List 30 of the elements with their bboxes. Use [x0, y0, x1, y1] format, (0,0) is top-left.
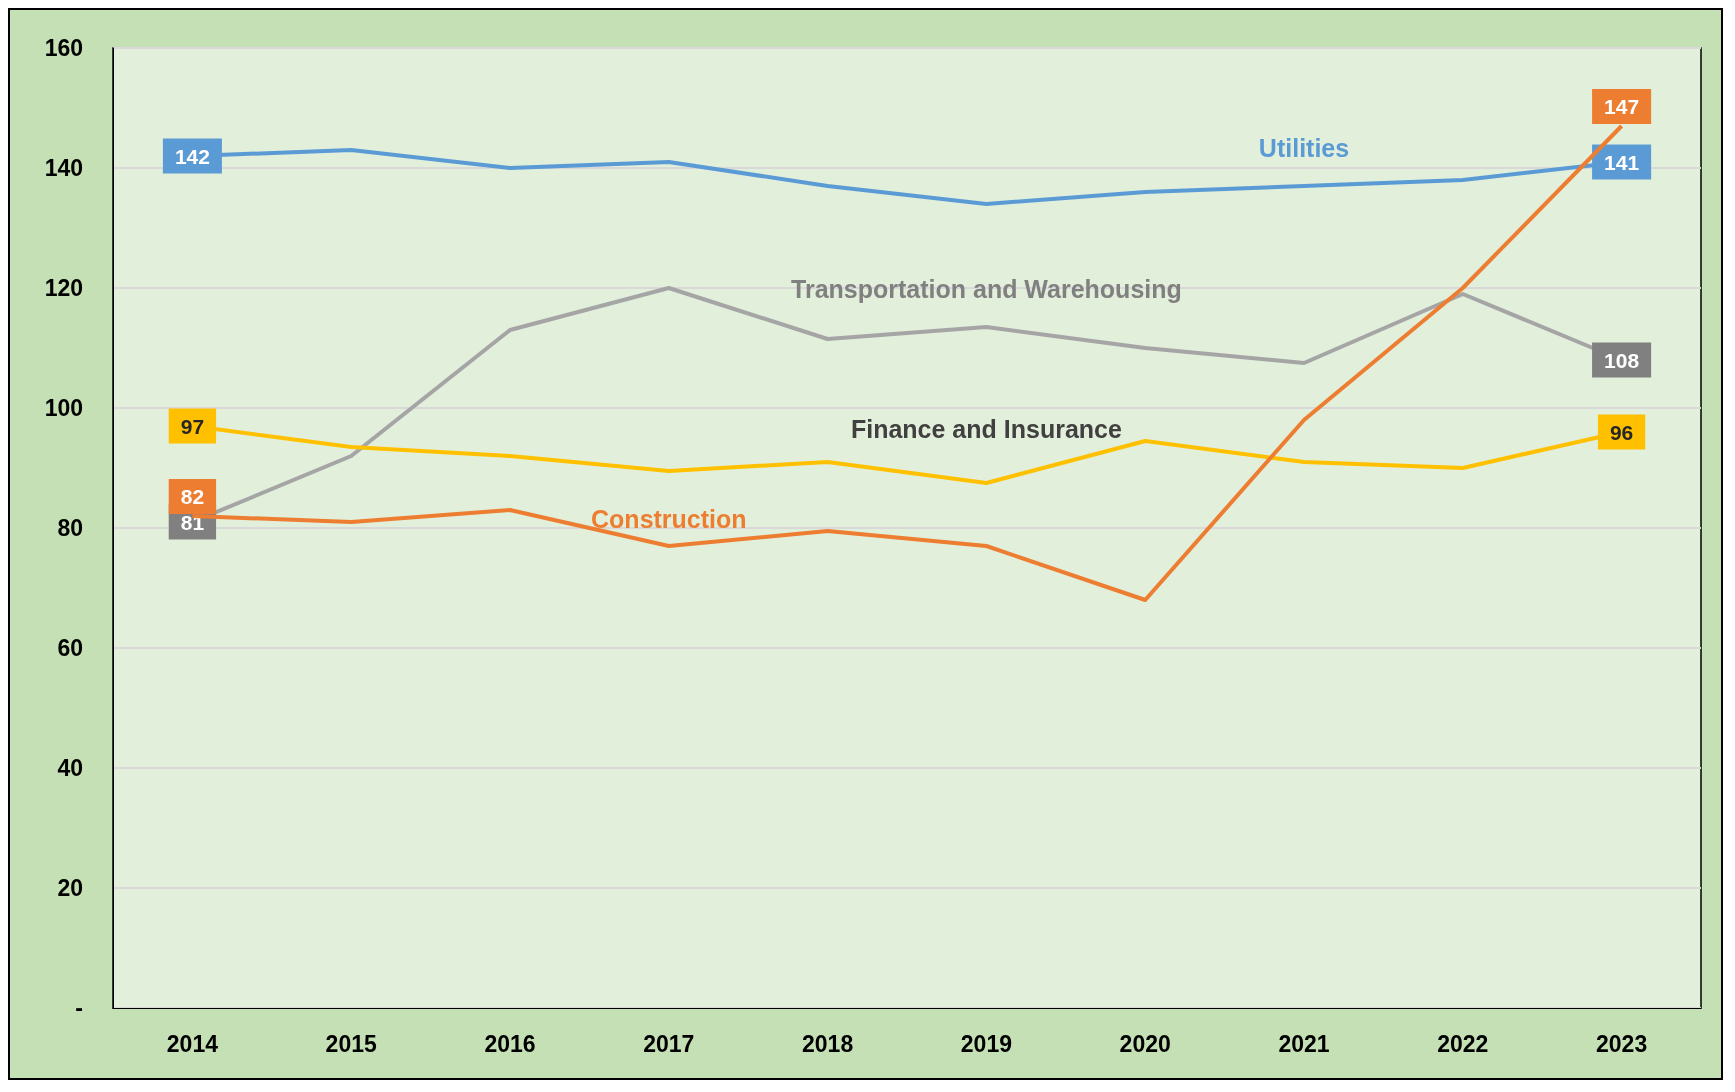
data-label: 108: [1604, 348, 1640, 372]
series-label: Utilities: [1258, 133, 1350, 162]
y-tick-label: 100: [44, 395, 83, 421]
series-label: Construction: [591, 504, 747, 533]
y-tick-label: 120: [44, 275, 83, 301]
data-label: 96: [1609, 420, 1634, 444]
y-tick-label: 80: [57, 515, 83, 541]
x-tick-label: 2016: [484, 1030, 536, 1057]
data-label: 142: [174, 144, 210, 168]
data-label: 147: [1604, 95, 1640, 118]
x-tick-label: 2015: [325, 1030, 377, 1057]
y-tick-label: 60: [57, 635, 83, 661]
x-tick-label: 2022: [1437, 1030, 1489, 1057]
x-tick-label: 2017: [643, 1030, 695, 1057]
y-tick-label: 140: [44, 155, 83, 181]
y-tick-label: -: [75, 995, 83, 1021]
x-tick-label: 2014: [166, 1030, 219, 1057]
series-label: Finance and Insurance: [850, 414, 1122, 443]
x-tick-label: 2023: [1596, 1030, 1648, 1057]
y-tick-label: 20: [57, 875, 83, 901]
x-tick-label: 2019: [960, 1030, 1012, 1057]
data-label: 82: [180, 485, 205, 508]
x-tick-label: 2018: [802, 1030, 854, 1057]
y-tick-label: 40: [57, 755, 83, 781]
x-tick-label: 2021: [1278, 1030, 1330, 1057]
y-tick-label: 160: [44, 35, 83, 61]
x-tick-label: 2020: [1119, 1030, 1171, 1057]
data-label: 97: [180, 414, 205, 438]
data-label: 141: [1604, 150, 1640, 174]
series-label: Transportation and Warehousing: [791, 274, 1182, 303]
